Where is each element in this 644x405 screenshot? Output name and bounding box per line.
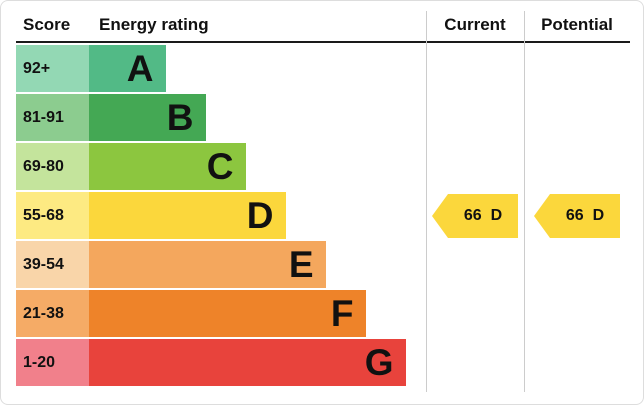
potential-cell (524, 339, 630, 386)
potential-cell (524, 290, 630, 337)
current-arrow: 66 D (432, 193, 518, 238)
rating-letter: A (126, 47, 154, 89)
rating-bar: D (89, 192, 286, 239)
rating-letter: F (330, 292, 354, 334)
band-row: 1-20 G (16, 339, 630, 386)
current-cell (426, 45, 524, 92)
header-energy-rating: Energy rating (99, 15, 209, 34)
potential-cell (524, 45, 630, 92)
header-potential: Potential (541, 15, 613, 34)
rating-bar: F (89, 290, 366, 337)
rating-letter: B (166, 96, 194, 138)
current-cell: 66 D (426, 192, 524, 239)
current-cell (426, 290, 524, 337)
rating-bar-cell: A (89, 45, 426, 92)
header-current: Current (444, 15, 506, 34)
rating-bar-cell: C (89, 143, 426, 190)
band-row: 55-68 D 66 D 66 D (16, 192, 630, 239)
band-row: 69-80 C (16, 143, 630, 190)
rating-bar-cell: B (89, 94, 426, 141)
current-cell (426, 339, 524, 386)
rating-bar: G (89, 339, 406, 386)
rating-bar-cell: D (89, 192, 426, 239)
band-row: 39-54 E (16, 241, 630, 288)
band-row: 21-38 F (16, 290, 630, 337)
current-arrow-score: 66 (463, 206, 482, 224)
current-cell (426, 241, 524, 288)
rating-bar-cell: F (89, 290, 426, 337)
rating-letter: G (364, 341, 394, 383)
score-cell: 1-20 (16, 339, 89, 386)
potential-arrow-score: 66 (565, 206, 584, 224)
rating-bar: A (89, 45, 166, 92)
score-cell: 81-91 (16, 94, 89, 141)
current-cell (426, 94, 524, 141)
rating-bar-cell: G (89, 339, 426, 386)
score-cell: 39-54 (16, 241, 89, 288)
potential-cell: 66 D (524, 192, 630, 239)
header-row: Score Energy rating Current Potential (16, 13, 630, 43)
score-cell: 21-38 (16, 290, 89, 337)
potential-cell (524, 143, 630, 190)
rating-letter: C (206, 145, 234, 187)
potential-arrow-rating: D (592, 206, 605, 224)
band-row: 81-91 B (16, 94, 630, 141)
score-cell: 92+ (16, 45, 89, 92)
band-rows: 92+ A 81-91 B 69-80 C 55-68 (16, 45, 630, 386)
rating-letter: D (246, 194, 274, 236)
rating-letter: E (288, 243, 314, 285)
header-score: Score (23, 15, 71, 34)
rating-bar: E (89, 241, 326, 288)
band-row: 92+ A (16, 45, 630, 92)
potential-cell (524, 241, 630, 288)
rating-bar: C (89, 143, 246, 190)
current-cell (426, 143, 524, 190)
column-divider-current (426, 11, 427, 392)
potential-cell (524, 94, 630, 141)
potential-arrow: 66 D (534, 193, 620, 238)
score-cell: 55-68 (16, 192, 89, 239)
score-cell: 69-80 (16, 143, 89, 190)
column-divider-potential (524, 11, 525, 392)
rating-bar-cell: E (89, 241, 426, 288)
current-arrow-rating: D (490, 206, 503, 224)
rating-bar: B (89, 94, 206, 141)
